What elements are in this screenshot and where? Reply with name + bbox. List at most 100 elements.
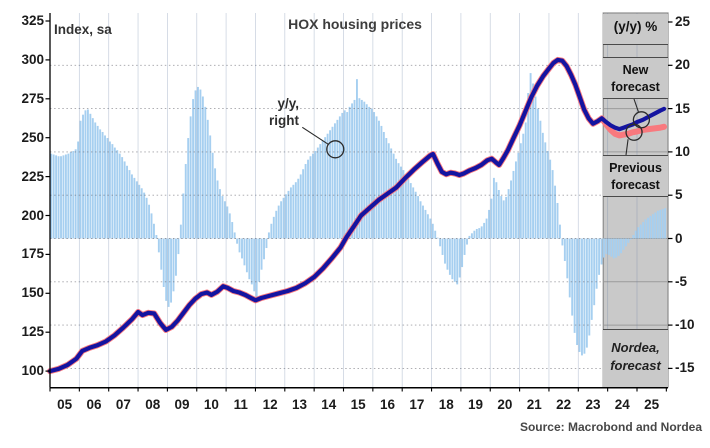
yy-bar — [307, 159, 309, 239]
yy-bar — [649, 215, 652, 239]
yy-bar — [400, 166, 402, 239]
left-axis-tick-label: 150 — [21, 285, 44, 301]
previous-forecast-line2: forecast — [611, 177, 660, 192]
yy-bar — [661, 209, 664, 239]
yy-bar — [380, 125, 383, 239]
yy-bar — [659, 209, 662, 239]
yy-bar — [314, 151, 317, 239]
index-line — [47, 57, 667, 374]
yy-bar — [184, 164, 187, 239]
yy-bar — [431, 223, 434, 239]
yy-bar — [170, 238, 173, 303]
yy-bar — [82, 114, 84, 239]
yy-bar — [532, 83, 534, 239]
yy-bar — [395, 158, 398, 239]
yy-bar — [162, 238, 165, 287]
yy-bar — [426, 214, 429, 239]
right-axis-tick-label: -10 — [675, 317, 695, 333]
yy-bar — [541, 132, 544, 239]
x-axis-year-label: 08 — [145, 397, 161, 412]
left-axis-tick-label: 100 — [21, 363, 44, 379]
yy-bar — [67, 153, 70, 239]
yy-bar — [514, 161, 517, 239]
yy-bar — [634, 230, 637, 239]
yy-bar — [563, 238, 566, 262]
yy-bar — [285, 194, 287, 239]
yy-bar — [311, 153, 314, 239]
yy-bar — [223, 201, 226, 239]
yy-bar — [255, 238, 258, 299]
source-note: Source: Macrobond and Nordea — [519, 420, 702, 434]
yy-bar — [444, 238, 446, 264]
yy-bar — [441, 238, 444, 255]
yy-bar — [96, 125, 99, 239]
yy-bar — [253, 238, 256, 292]
x-axis-year-label: 25 — [644, 397, 660, 412]
yy-bar — [346, 112, 349, 239]
yy-bar — [79, 120, 82, 239]
yy-bar — [632, 235, 635, 239]
yy-bar — [402, 170, 405, 239]
yy-bar — [214, 168, 217, 239]
yy-bar — [414, 191, 417, 239]
yy-bar — [179, 224, 182, 239]
yy-bar — [64, 154, 67, 239]
yy-right-line1: y/y, — [277, 96, 299, 111]
yy-bar — [289, 187, 292, 239]
new-forecast-line1: New — [622, 63, 649, 77]
yy-bar — [138, 184, 141, 239]
yy-bar — [358, 98, 361, 239]
yy-bar — [436, 237, 439, 239]
yy-bar — [500, 196, 503, 239]
yy-bar — [578, 238, 581, 352]
yy-bar — [370, 108, 373, 239]
yy-bar — [321, 140, 324, 239]
left-axis-tick-label: 325 — [21, 13, 44, 28]
yy-bar — [263, 238, 265, 260]
yy-right-annotation: y/y, right — [230, 95, 299, 129]
yy-bar — [130, 174, 133, 239]
yy-bar — [194, 90, 197, 239]
yy-bar — [561, 238, 564, 246]
yy-bar — [341, 112, 344, 239]
yy-bar — [267, 232, 270, 239]
yy-bar — [351, 103, 354, 239]
yy-bar — [52, 154, 55, 239]
yy-bar — [637, 227, 640, 239]
x-axis-year-label: 24 — [614, 397, 630, 412]
yy-right-leader-line — [301, 126, 329, 145]
yy-bar — [610, 238, 613, 257]
yy-bar — [199, 89, 202, 239]
new-forecast-line2: forecast — [611, 79, 660, 94]
x-axis-year-label: 11 — [233, 397, 248, 412]
yy-bar — [551, 170, 554, 239]
yy-bar — [316, 147, 319, 239]
yy-bar — [554, 185, 557, 239]
yy-bar — [451, 238, 454, 280]
yy-bar — [86, 109, 89, 239]
yy-bar — [165, 238, 168, 301]
yy-bar — [216, 180, 219, 239]
yy-bar — [566, 238, 569, 279]
yy-bar — [326, 133, 329, 239]
yy-bar — [248, 238, 251, 280]
yy-bar — [155, 235, 158, 239]
yy-bar — [480, 226, 483, 239]
yy-bar — [104, 135, 106, 239]
yy-bar — [615, 238, 618, 258]
yy-bar — [226, 206, 229, 239]
yy-bar — [231, 222, 234, 239]
yy-bar — [270, 223, 273, 239]
yy-bar — [182, 193, 185, 239]
yy-bar — [99, 129, 102, 239]
yy-bar — [448, 238, 451, 275]
yy-bar — [260, 238, 263, 270]
yy-bar — [275, 210, 278, 239]
yy-bar — [510, 180, 512, 239]
yy-bar — [72, 151, 75, 239]
yy-bar — [488, 209, 490, 239]
yy-bar — [497, 190, 500, 239]
yy-bar — [153, 223, 155, 239]
yy-bar — [461, 238, 464, 268]
